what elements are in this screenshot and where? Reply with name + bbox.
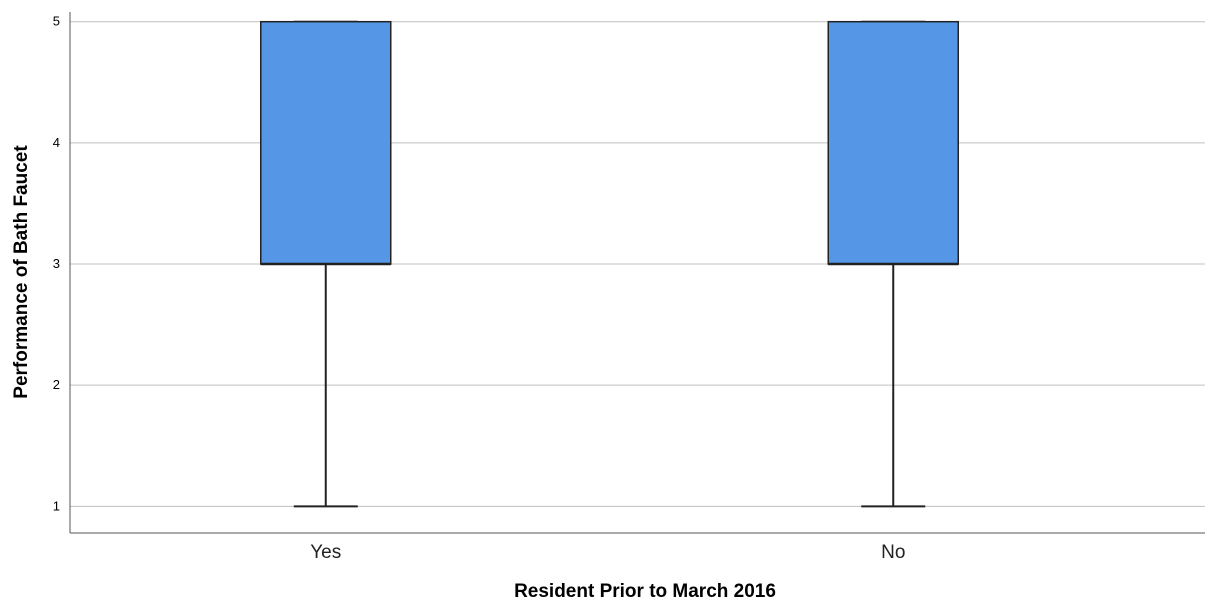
box-no bbox=[827, 20, 959, 508]
gridlines bbox=[70, 21, 1205, 507]
y-tick-label: 3 bbox=[53, 256, 60, 271]
x-tick-label: No bbox=[881, 542, 905, 563]
x-tick-label: Yes bbox=[310, 542, 341, 563]
y-tick-label: 4 bbox=[53, 135, 60, 150]
y-tick-label: 1 bbox=[53, 498, 60, 513]
y-axis-title: Performance of Bath Faucet bbox=[11, 145, 32, 399]
box-yes bbox=[260, 20, 392, 508]
box-iqr bbox=[260, 20, 392, 265]
axes bbox=[69, 12, 1205, 534]
x-axis-title: Resident Prior to March 2016 bbox=[514, 581, 776, 601]
y-tick-label: 2 bbox=[53, 377, 60, 392]
x-tick-labels: Yes No bbox=[310, 542, 905, 563]
y-tick-label: 5 bbox=[53, 14, 60, 29]
boxes bbox=[260, 20, 959, 508]
y-tick-labels: 1 2 3 4 5 bbox=[53, 14, 60, 514]
box-iqr bbox=[827, 20, 959, 265]
